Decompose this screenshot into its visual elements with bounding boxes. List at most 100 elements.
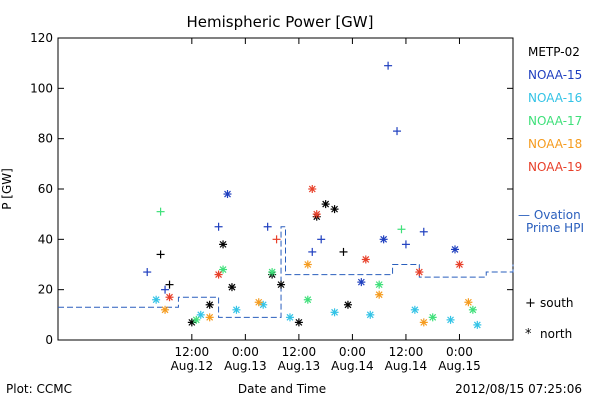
legend-marker-symbol: + xyxy=(525,296,536,311)
y-tick-label: 100 xyxy=(30,81,53,95)
north-point-noaa-15 xyxy=(223,190,232,199)
south-point-noaa-15 xyxy=(401,240,410,249)
north-point-noaa-17 xyxy=(303,295,312,304)
south-point-noaa-15 xyxy=(308,247,317,256)
north-point-noaa-19 xyxy=(165,293,174,302)
north-point-metp-02 xyxy=(330,205,339,214)
chart-title: Hemispheric Power [GW] xyxy=(187,13,374,31)
north-point-noaa-18 xyxy=(375,290,384,299)
x-tick-date-label: Aug.14 xyxy=(385,359,428,373)
ovation-prime-hpi-line xyxy=(58,226,514,318)
legend: METP-02 NOAA-15 NOAA-16 NOAA-17 NOAA-18 NOAA-… xyxy=(518,45,584,342)
legend-ovation-line1: — Ovation xyxy=(518,208,581,222)
legend-series-label: NOAA-16 xyxy=(528,91,582,105)
north-point-noaa-16 xyxy=(446,315,455,324)
south-point-noaa-15 xyxy=(143,268,152,277)
x-tick-time-label: 12:00 xyxy=(282,345,317,359)
north-point-noaa-16 xyxy=(366,310,375,319)
north-point-noaa-18 xyxy=(419,318,428,327)
y-tick-label: 0 xyxy=(45,333,53,347)
legend-series-label: NOAA-18 xyxy=(528,137,582,151)
legend-ovation-line2: Prime HPI xyxy=(526,221,584,235)
north-point-noaa-19 xyxy=(214,270,223,279)
plot-frame xyxy=(57,37,514,341)
north-point-noaa-17 xyxy=(219,265,228,274)
y-tick-label: 60 xyxy=(38,182,53,196)
y-tick-label: 40 xyxy=(38,232,53,246)
north-point-noaa-15 xyxy=(379,235,388,244)
north-point-noaa-16 xyxy=(410,305,419,314)
north-point-noaa-18 xyxy=(464,298,473,307)
south-point-noaa-17 xyxy=(156,207,165,216)
north-point-metp-02 xyxy=(227,283,236,292)
south-point-metp-02 xyxy=(339,247,348,256)
axes: 02040608010012012:00Aug.120:00Aug.1312:0… xyxy=(30,31,514,373)
x-tick-date-label: Aug.13 xyxy=(224,359,267,373)
legend-marker-label: south xyxy=(540,296,574,310)
north-point-noaa-19 xyxy=(312,210,321,219)
north-point-noaa-19 xyxy=(361,255,370,264)
north-point-metp-02 xyxy=(321,200,330,209)
south-point-noaa-15 xyxy=(214,222,223,231)
north-point-noaa-16 xyxy=(285,313,294,322)
y-tick-label: 80 xyxy=(38,132,53,146)
north-point-noaa-16 xyxy=(330,308,339,317)
south-point-noaa-17 xyxy=(397,225,406,234)
north-point-noaa-16 xyxy=(232,305,241,314)
legend-marker-label: north xyxy=(540,327,572,341)
north-point-metp-02 xyxy=(277,280,286,289)
north-point-noaa-16 xyxy=(152,295,161,304)
north-point-noaa-17 xyxy=(428,313,437,322)
legend-series-label: NOAA-19 xyxy=(528,160,582,174)
south-point-noaa-15 xyxy=(419,227,428,236)
north-point-noaa-15 xyxy=(357,278,366,287)
y-tick-label: 20 xyxy=(38,283,53,297)
north-point-metp-02 xyxy=(219,240,228,249)
north-point-noaa-17 xyxy=(468,305,477,314)
data-points xyxy=(143,61,482,329)
north-point-noaa-19 xyxy=(308,185,317,193)
legend-marker-symbol: * xyxy=(525,327,532,342)
x-tick-date-label: Aug.12 xyxy=(171,359,214,373)
footer-plot-credit: Plot: CCMC xyxy=(6,382,72,396)
south-point-metp-02 xyxy=(165,280,174,289)
north-point-metp-02 xyxy=(343,300,352,309)
south-point-noaa-15 xyxy=(384,61,393,70)
north-point-noaa-17 xyxy=(375,280,384,289)
north-point-noaa-18 xyxy=(303,260,312,269)
north-point-noaa-16 xyxy=(473,320,482,329)
south-point-noaa-15 xyxy=(263,222,272,231)
ovation-line-group xyxy=(58,226,514,318)
south-point-metp-02 xyxy=(156,250,165,259)
footer-timestamp: 2012/08/15 07:25:06 xyxy=(455,382,582,396)
south-point-noaa-19 xyxy=(272,235,281,244)
south-point-noaa-15 xyxy=(161,285,170,294)
legend-series-label: NOAA-15 xyxy=(528,68,582,82)
x-tick-date-label: Aug.15 xyxy=(438,359,481,373)
x-tick-time-label: 0:00 xyxy=(339,345,366,359)
north-point-noaa-18 xyxy=(161,305,170,314)
north-point-metp-02 xyxy=(205,300,214,309)
north-point-noaa-18 xyxy=(205,313,214,322)
north-point-noaa-17 xyxy=(192,315,201,324)
x-tick-date-label: Aug.14 xyxy=(331,359,374,373)
x-tick-time-label: 0:00 xyxy=(232,345,259,359)
north-point-noaa-15 xyxy=(451,245,460,254)
south-point-noaa-15 xyxy=(317,235,326,244)
north-point-noaa-17 xyxy=(268,268,277,277)
north-point-metp-02 xyxy=(294,318,303,327)
south-point-noaa-15 xyxy=(393,127,402,136)
x-tick-time-label: 12:00 xyxy=(389,345,424,359)
north-point-noaa-19 xyxy=(455,260,464,269)
x-axis-label: Date and Time xyxy=(238,382,326,396)
y-tick-label: 120 xyxy=(30,31,53,45)
legend-series-label: NOAA-17 xyxy=(528,114,582,128)
x-tick-time-label: 12:00 xyxy=(175,345,210,359)
north-point-noaa-19 xyxy=(415,268,424,277)
north-point-noaa-18 xyxy=(254,298,263,307)
legend-series-label: METP-02 xyxy=(528,45,580,59)
y-axis-label: P [GW] xyxy=(0,168,14,210)
x-tick-time-label: 0:00 xyxy=(446,345,473,359)
